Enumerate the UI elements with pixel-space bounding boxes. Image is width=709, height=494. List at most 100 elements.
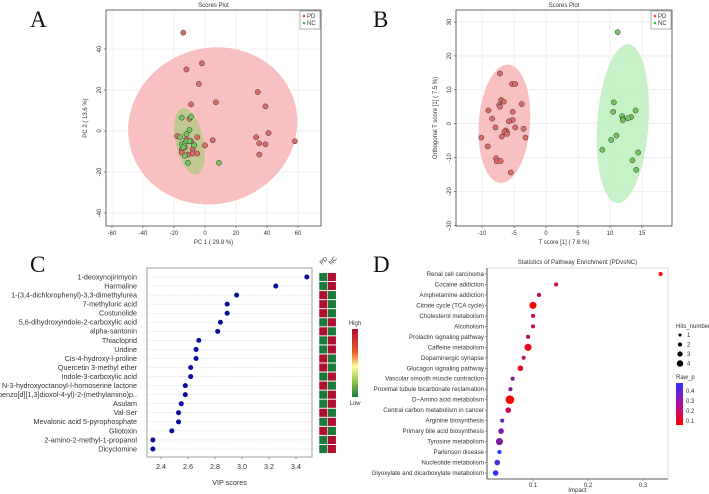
pathway-point: [505, 407, 512, 413]
legend-marker-pd: [302, 14, 306, 18]
y-axis-label: Orthogonal T score [1] ( 7.5 %): [433, 77, 439, 159]
data-point-pd: [500, 98, 507, 105]
heatmap-cell-nc: [327, 326, 337, 336]
heatmap-cell-pd: [318, 308, 328, 318]
heatmap-colorbar: [352, 329, 358, 397]
legend-label-nc: NC: [658, 21, 667, 27]
size-legend-label: 4: [687, 362, 691, 368]
vip-point: [234, 292, 240, 298]
data-point-nc: [185, 159, 191, 166]
pathway-label: Alcoholism: [454, 323, 484, 330]
colorbar-high-label: High: [349, 321, 361, 327]
data-point-pd: [292, 138, 298, 145]
x-tick-label: 0.3: [639, 483, 648, 489]
heatmap-cell-nc: [327, 444, 337, 454]
x-tick-label: -5: [511, 231, 517, 237]
x-tick-label: 60: [295, 231, 302, 237]
plot-area: [486, 267, 669, 480]
pathway-point: [554, 282, 559, 287]
pathway-point: [500, 418, 505, 423]
data-point-nc: [186, 127, 193, 133]
data-point-pd: [262, 103, 269, 110]
metabolite-label: 1-deoxynojirimycin: [77, 272, 137, 281]
panel-label-b: B: [373, 7, 388, 32]
vip-point: [150, 437, 156, 443]
confidence-ellipse-pd: [128, 47, 298, 205]
pathway-label: Central carbon metabolism in cancer: [383, 407, 484, 414]
heatmap-cell-pd: [318, 335, 328, 345]
vip-point: [193, 355, 199, 361]
data-point-pd: [188, 101, 194, 108]
metabolite-label: 7-methyluric acid: [83, 300, 137, 309]
y-tick-label: -10: [447, 153, 453, 162]
rawp-colorbar: [676, 383, 683, 425]
pathway-label: Nucleotide metabolism: [421, 460, 484, 467]
data-point-pd: [504, 131, 510, 137]
rawp-tick-label: 0.2: [686, 409, 695, 415]
pathway-point: [658, 271, 663, 277]
y-tick-label: 30: [447, 18, 453, 25]
data-point-nc: [632, 107, 639, 114]
size-legend-label: 1: [687, 333, 691, 339]
heatmap-cell-nc: [327, 308, 337, 318]
heatmap-column-nc: NC: [328, 256, 339, 267]
rawp-tick-label: 0.1: [686, 419, 695, 425]
heatmap-cell-pd: [318, 381, 328, 391]
data-point-pd: [498, 133, 505, 140]
legend-marker-nc: [302, 21, 306, 25]
pathway-label: Amphetamine addiction: [419, 292, 484, 299]
rawp-tick-label: 0.3: [686, 399, 695, 405]
pathway-label: Prolactin signaling pathway: [409, 334, 485, 341]
heatmap-cell-nc: [327, 408, 337, 418]
data-point-pd: [497, 103, 503, 110]
heatmap-cell-pd: [318, 290, 328, 300]
data-point-nc: [629, 157, 636, 164]
chart-title: Scores Plot: [549, 3, 580, 9]
vip-point: [182, 392, 188, 398]
pathway-label: Vascular smooth muscle contraction: [385, 376, 484, 383]
heatmap-cell-pd: [318, 299, 328, 309]
y-tick-label: -40: [97, 208, 103, 217]
data-point-pd: [489, 115, 496, 122]
heatmap-cell-nc: [327, 353, 337, 364]
pathway-point: [508, 387, 513, 392]
data-point-nc: [635, 149, 642, 156]
data-point-nc: [183, 131, 190, 137]
metabolite-label: Indole-3-carboxylic acid: [61, 372, 137, 381]
x-tick-label: 3.0: [237, 462, 247, 471]
data-point-pd: [202, 142, 208, 149]
panel-label-c: C: [30, 252, 45, 277]
x-tick-label: 0.2: [584, 483, 593, 489]
metabolite-label: 2-amino-2-methyl-1-propanol: [44, 435, 137, 444]
pathway-point: [521, 355, 526, 360]
data-point-nc: [188, 113, 194, 120]
vip-point: [150, 446, 156, 452]
data-point-nc: [182, 152, 188, 159]
pathway-point: [524, 343, 532, 351]
metabolite-label: N-3-hydroxyoctanoyl-l-homoserine lactone: [2, 381, 137, 390]
data-point-nc: [186, 138, 193, 145]
vip-point: [188, 365, 194, 371]
vip-point: [196, 337, 202, 343]
y-tick-label: -20: [447, 187, 453, 196]
data-point-pd: [256, 151, 263, 158]
pathway-label: Cholesterol metabolism: [419, 313, 484, 320]
x-tick-label: 0: [203, 231, 207, 237]
x-tick-label: 10: [607, 231, 614, 237]
data-point-nc: [180, 144, 187, 151]
x-tick-label: 20: [233, 231, 240, 237]
data-point-nc: [599, 146, 606, 153]
heatmap-cell-nc: [327, 426, 337, 436]
plot-border: [146, 267, 313, 458]
x-tick-label: 40: [264, 231, 271, 237]
heatmap-cell-pd: [318, 272, 328, 282]
y-tick-label: 0: [97, 129, 103, 133]
pathway-label: Tyrosine metabolism: [427, 439, 484, 446]
x-tick-label: 5: [576, 231, 580, 237]
data-point-nc: [625, 115, 631, 122]
pathway-label: Caffeine metabolism: [428, 344, 484, 351]
data-point-pd: [497, 158, 504, 164]
heatmap-cell-nc: [327, 435, 337, 445]
data-point-pd: [507, 169, 514, 176]
plot-border: [105, 9, 322, 227]
